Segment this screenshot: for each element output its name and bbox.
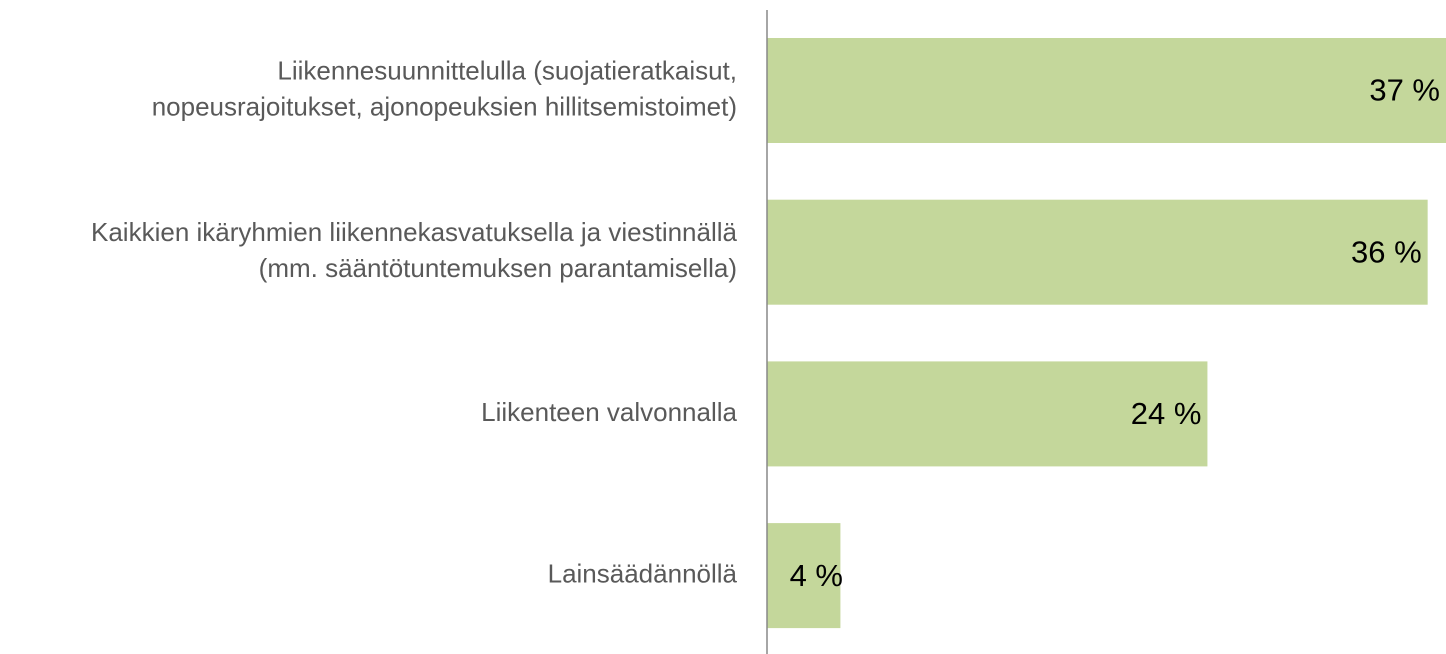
data-label: 36 % xyxy=(1351,234,1422,269)
y-tick-label: Lainsäädännöllä xyxy=(548,558,738,588)
data-label: 24 % xyxy=(1131,396,1202,431)
bar xyxy=(767,523,841,629)
y-tick-label: (mm. sääntötuntemuksen parantamisella) xyxy=(259,253,737,283)
data-label: 4 % xyxy=(790,558,843,593)
data-label: 37 % xyxy=(1369,73,1440,108)
y-tick-label: Liikenteen valvonnalla xyxy=(481,397,737,427)
y-tick-label: Kaikkien ikäryhmien liikennekasvatuksell… xyxy=(91,217,738,247)
y-tick-label: Liikennesuunnittelulla (suojatieratkaisu… xyxy=(277,55,737,85)
bar xyxy=(767,199,1428,305)
y-tick-label: nopeusrajoitukset, ajonopeuksien hillits… xyxy=(152,91,737,121)
bar xyxy=(767,38,1446,143)
bar xyxy=(767,361,1208,467)
